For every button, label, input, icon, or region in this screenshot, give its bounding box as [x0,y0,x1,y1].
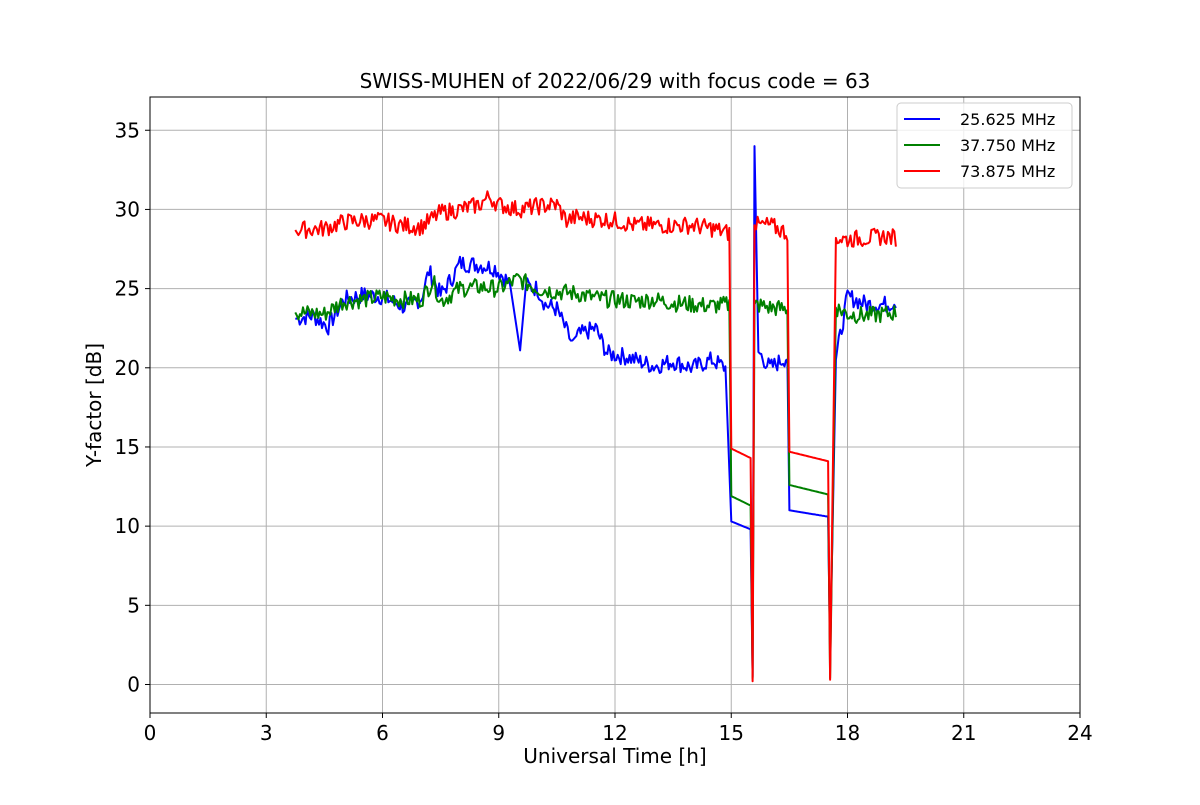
legend-box [896,102,1073,189]
y-tick-label: 10 [115,514,140,538]
x-tick-label: 15 [719,721,744,745]
series-line-2 [294,190,897,683]
legend-label-1: 37.750 MHz [960,136,1055,155]
y-tick-label: 0 [127,672,140,696]
x-tick-label: 18 [835,721,860,745]
x-tick-label: 24 [1067,721,1092,745]
y-tick-label: 15 [115,435,140,459]
x-tick-label: 6 [376,721,389,745]
chart-title: SWISS-MUHEN of 2022/06/29 with focus cod… [360,69,871,93]
x-tick-label: 12 [602,721,627,745]
y-tick-label: 5 [127,593,140,617]
x-tick-label: 9 [492,721,505,745]
y-tick-label: 20 [115,356,140,380]
legend: 25.625 MHz 37.750 MHz 73.875 MHz [896,102,1073,189]
y-tick-label: 25 [115,277,140,301]
y-axis-label: Y-factor [dB] [82,343,106,468]
legend-label-0: 25.625 MHz [960,110,1055,129]
series-line-1 [294,273,897,680]
x-tick-label: 0 [144,721,157,745]
legend-label-2: 73.875 MHz [960,162,1055,181]
tick-layer: 0 3 6 9 12 15 18 21 24 0 5 10 15 20 25 30 35 [115,118,1093,745]
x-tick-label: 3 [260,721,273,745]
x-tick-label: 21 [951,721,976,745]
y-tick-label: 30 [115,197,140,221]
x-axis-label: Universal Time [h] [523,744,706,768]
y-tick-label: 35 [115,118,140,142]
series-layer [294,145,897,683]
